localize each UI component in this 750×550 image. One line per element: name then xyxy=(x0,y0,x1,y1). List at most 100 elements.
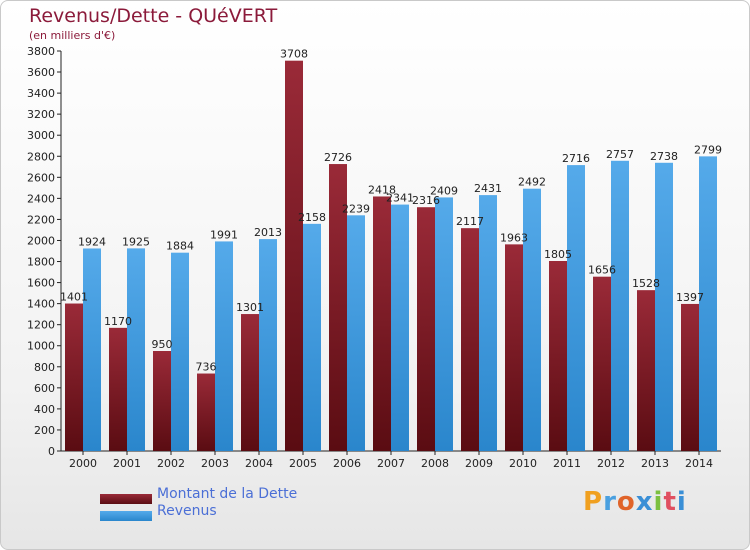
y-tick-label: 1000 xyxy=(27,340,55,353)
y-tick-label: 1400 xyxy=(27,298,55,311)
chart-subtitle: (en milliers d'€) xyxy=(29,29,116,42)
data-label-revenue: 2431 xyxy=(474,182,502,195)
bar-revenue xyxy=(347,215,365,451)
x-tick-label: 2003 xyxy=(201,457,229,470)
data-label-debt: 2418 xyxy=(368,183,396,196)
x-tick-label: 2012 xyxy=(597,457,625,470)
bar-debt xyxy=(109,327,127,451)
y-tick-label: 2600 xyxy=(27,171,55,184)
data-label-debt: 2726 xyxy=(324,151,352,164)
x-tick-label: 2013 xyxy=(641,457,669,470)
y-tick-label: 2200 xyxy=(27,213,55,226)
bar-debt xyxy=(505,244,523,451)
bar-revenue xyxy=(699,156,717,452)
data-label-revenue: 2738 xyxy=(650,150,678,163)
x-tick-label: 2011 xyxy=(553,457,581,470)
data-label-revenue: 1991 xyxy=(210,228,238,241)
data-label-debt: 1963 xyxy=(500,231,528,244)
data-label-debt: 2316 xyxy=(412,194,440,207)
bar-revenue xyxy=(303,223,321,451)
data-label-debt: 3708 xyxy=(280,48,308,61)
x-tick-label: 2014 xyxy=(685,457,713,470)
bar-debt xyxy=(461,228,479,451)
bar-debt xyxy=(241,314,259,451)
bar-revenue xyxy=(567,165,585,451)
data-label-revenue: 2409 xyxy=(430,184,458,197)
y-tick-label: 3600 xyxy=(27,66,55,79)
y-tick-label: 400 xyxy=(34,403,55,416)
data-label-revenue: 2716 xyxy=(562,152,590,165)
data-label-revenue: 1925 xyxy=(122,235,150,248)
x-tick-label: 2005 xyxy=(289,457,317,470)
bar-revenue xyxy=(83,248,101,451)
data-label-debt: 1401 xyxy=(60,291,88,304)
bar-revenue xyxy=(655,162,673,451)
data-label-revenue: 1924 xyxy=(78,235,106,248)
bar-debt xyxy=(373,196,391,451)
bar-revenue xyxy=(523,188,541,451)
bar-debt xyxy=(285,60,303,452)
data-label-debt: 2117 xyxy=(456,215,484,228)
bar-debt xyxy=(417,207,435,451)
bar-debt xyxy=(549,261,567,451)
chart-title: Revenus/Dette - QUéVERT xyxy=(29,5,278,27)
data-label-debt: 1528 xyxy=(632,277,660,290)
y-tick-label: 800 xyxy=(34,361,55,374)
y-tick-label: 3800 xyxy=(27,45,55,58)
data-label-revenue: 2158 xyxy=(298,211,326,224)
bar-revenue xyxy=(479,195,497,451)
y-tick-label: 600 xyxy=(34,382,55,395)
proxiti-logo: Proxiti xyxy=(583,487,687,517)
x-tick-label: 2000 xyxy=(69,457,97,470)
y-tick-label: 3200 xyxy=(27,108,55,121)
bar-revenue xyxy=(435,197,453,451)
bar-debt xyxy=(681,303,699,451)
x-tick-label: 2009 xyxy=(465,457,493,470)
y-tick-label: 2000 xyxy=(27,234,55,247)
data-label-revenue: 2492 xyxy=(518,176,546,189)
x-tick-label: 2002 xyxy=(157,457,185,470)
bar-debt xyxy=(637,290,655,451)
data-label-revenue: 2239 xyxy=(342,202,370,215)
y-tick-label: 3000 xyxy=(27,129,55,142)
bar-revenue xyxy=(127,248,145,451)
bar-debt xyxy=(65,303,83,451)
data-label-debt: 736 xyxy=(196,361,217,374)
bar-debt xyxy=(197,373,215,451)
y-tick-label: 2800 xyxy=(27,150,55,163)
data-label-debt: 1301 xyxy=(236,301,264,314)
y-tick-label: 1600 xyxy=(27,277,55,290)
bar-revenue xyxy=(215,241,233,451)
legend-swatch-revenue xyxy=(100,511,152,521)
data-label-revenue: 2341 xyxy=(386,192,414,205)
y-tick-label: 200 xyxy=(34,424,55,437)
data-label-debt: 1397 xyxy=(676,291,704,304)
data-label-revenue: 2757 xyxy=(606,148,634,161)
x-tick-label: 2001 xyxy=(113,457,141,470)
data-label-revenue: 2013 xyxy=(254,226,282,239)
bar-revenue xyxy=(391,204,409,451)
y-tick-label: 3400 xyxy=(27,87,55,100)
legend-label-debt: Montant de la Dette xyxy=(157,486,298,502)
x-tick-label: 2008 xyxy=(421,457,449,470)
y-tick-label: 2400 xyxy=(27,192,55,205)
bar-debt xyxy=(593,276,611,451)
data-label-debt: 1170 xyxy=(104,315,132,328)
bar-debt xyxy=(153,351,171,451)
legend-label-revenue: Revenus xyxy=(157,503,217,519)
data-label-revenue: 2799 xyxy=(694,143,722,156)
y-tick-label: 0 xyxy=(48,445,55,458)
y-tick-label: 1800 xyxy=(27,256,55,269)
data-label-debt: 1656 xyxy=(588,264,616,277)
x-tick-label: 2006 xyxy=(333,457,361,470)
data-label-debt: 950 xyxy=(152,338,173,351)
bar-revenue xyxy=(611,160,629,451)
data-label-debt: 1805 xyxy=(544,248,572,261)
bar-revenue xyxy=(259,239,277,451)
bar-revenue xyxy=(171,252,189,451)
y-tick-label: 1200 xyxy=(27,319,55,332)
bar-debt xyxy=(329,164,347,452)
x-tick-label: 2010 xyxy=(509,457,537,470)
legend-swatch-debt xyxy=(100,494,152,504)
